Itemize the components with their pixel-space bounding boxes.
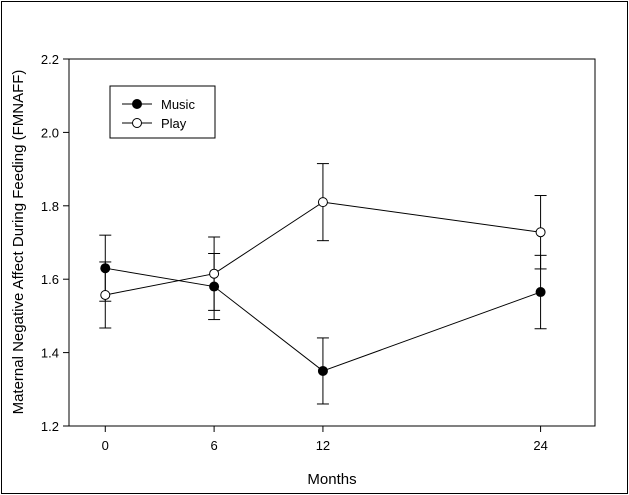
y-tick-label: 1.8 [41, 199, 59, 214]
legend-label: Music [161, 97, 195, 112]
y-axis: 1.2 1.4 1.6 1.8 2.0 2.2 [41, 52, 69, 434]
x-tick-label: 6 [210, 438, 217, 453]
data-point-music [317, 365, 328, 376]
y-tick-label: 2.2 [41, 52, 59, 67]
x-axis: 0 6 12 24 [102, 426, 548, 453]
y-tick-label: 1.6 [41, 272, 59, 287]
x-tick-label: 12 [316, 438, 330, 453]
data-point-music [535, 287, 546, 298]
series-line [105, 267, 541, 372]
legend-marker [132, 118, 142, 128]
y-tick-label: 2.0 [41, 125, 59, 140]
series-music [99, 234, 547, 405]
x-tick-label: 24 [533, 438, 547, 453]
series-group [99, 163, 547, 405]
y-tick-label: 1.4 [41, 346, 59, 361]
y-axis-label: Maternal Negative Affect During Feeding … [10, 70, 27, 415]
legend-item-play: Play [122, 116, 187, 131]
plot-area [68, 58, 596, 427]
x-tick-label: 0 [102, 438, 109, 453]
x-axis-label: Months [307, 471, 356, 488]
series-play [99, 163, 547, 329]
series-line [105, 201, 541, 296]
y-tick-label: 1.2 [41, 419, 59, 434]
data-point-play [100, 289, 111, 300]
legend-label: Play [161, 116, 187, 131]
legend-box [109, 85, 216, 139]
legend: Music Play [109, 85, 216, 139]
data-point-play [209, 268, 220, 279]
data-point-play [317, 197, 328, 208]
data-point-play [535, 227, 546, 238]
legend-marker [132, 99, 142, 109]
legend-item-music: Music [122, 97, 195, 112]
